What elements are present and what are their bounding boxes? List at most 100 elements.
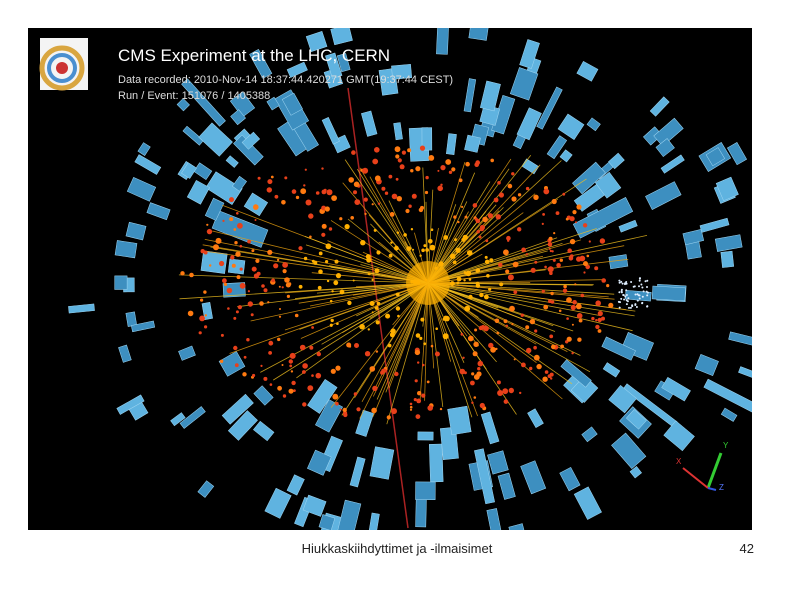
hit — [473, 396, 477, 399]
tower — [546, 135, 568, 160]
hit — [439, 407, 443, 411]
hit — [416, 398, 422, 404]
hit — [354, 199, 361, 206]
hit — [631, 305, 634, 308]
hit — [269, 383, 273, 386]
hit — [389, 212, 395, 217]
hit — [204, 314, 207, 317]
hit — [646, 294, 649, 297]
hit — [374, 175, 381, 182]
hit — [302, 363, 308, 369]
hit — [288, 359, 293, 364]
track — [229, 282, 429, 354]
hit — [576, 256, 582, 262]
tower — [479, 80, 501, 112]
hit — [477, 360, 484, 367]
hit — [526, 347, 532, 354]
tower — [229, 91, 256, 118]
hit — [543, 188, 550, 195]
hit — [632, 285, 635, 288]
hit — [641, 286, 644, 289]
hit — [618, 291, 621, 294]
hit — [428, 239, 433, 244]
hit — [620, 297, 623, 300]
hit — [580, 293, 585, 298]
hit — [577, 337, 582, 342]
hit — [317, 285, 322, 290]
hit — [276, 258, 280, 262]
tower — [536, 86, 563, 130]
hit — [434, 351, 440, 357]
track — [260, 282, 429, 373]
hit — [521, 247, 526, 253]
track — [330, 282, 429, 408]
hit — [575, 303, 582, 310]
hit — [637, 294, 640, 297]
tower — [447, 405, 472, 436]
hit — [278, 285, 281, 288]
tower — [193, 162, 213, 181]
tower — [241, 131, 261, 150]
hit — [239, 244, 243, 248]
hit — [468, 294, 473, 299]
tower — [629, 466, 642, 479]
hit — [495, 214, 501, 220]
hit — [484, 259, 490, 265]
hit — [641, 295, 644, 298]
tower — [436, 28, 450, 55]
hit — [562, 192, 566, 196]
hit — [620, 290, 623, 293]
tower — [527, 408, 544, 428]
hit — [475, 281, 480, 286]
tower — [486, 508, 503, 530]
hit — [478, 235, 482, 239]
hit — [624, 295, 627, 298]
hit — [574, 283, 577, 286]
hit — [503, 249, 509, 256]
hit — [544, 265, 547, 269]
hit — [268, 340, 274, 346]
hit — [570, 304, 576, 311]
hit — [407, 148, 412, 153]
hit — [556, 263, 561, 268]
tower — [428, 443, 444, 483]
hit — [230, 255, 235, 260]
tower — [521, 158, 540, 175]
hit — [543, 304, 549, 310]
hit — [389, 332, 395, 338]
tower — [649, 96, 670, 117]
hit — [428, 155, 435, 161]
hit — [284, 277, 290, 283]
tower — [660, 154, 685, 174]
hit — [517, 227, 522, 232]
hit — [375, 320, 380, 325]
hit — [562, 288, 568, 293]
hit — [421, 393, 426, 398]
hit — [303, 256, 308, 261]
hit — [203, 290, 207, 294]
hit — [496, 331, 500, 335]
hit — [293, 389, 296, 392]
track — [204, 250, 429, 284]
logo-ring — [47, 53, 77, 83]
hit — [333, 280, 339, 286]
hit — [628, 306, 630, 309]
hit — [642, 290, 645, 293]
track — [386, 282, 429, 425]
hit — [635, 306, 638, 308]
tower — [576, 60, 599, 82]
hit — [374, 147, 380, 153]
hit — [634, 293, 637, 296]
hit — [644, 280, 647, 283]
hit — [352, 279, 355, 282]
hit — [618, 281, 621, 284]
tower — [307, 449, 332, 476]
tower — [369, 446, 395, 480]
hit — [423, 244, 427, 248]
hit — [347, 300, 352, 306]
hit — [371, 407, 377, 414]
hit — [548, 299, 552, 304]
tower — [137, 142, 151, 156]
hit — [620, 280, 623, 283]
hit — [254, 219, 257, 221]
